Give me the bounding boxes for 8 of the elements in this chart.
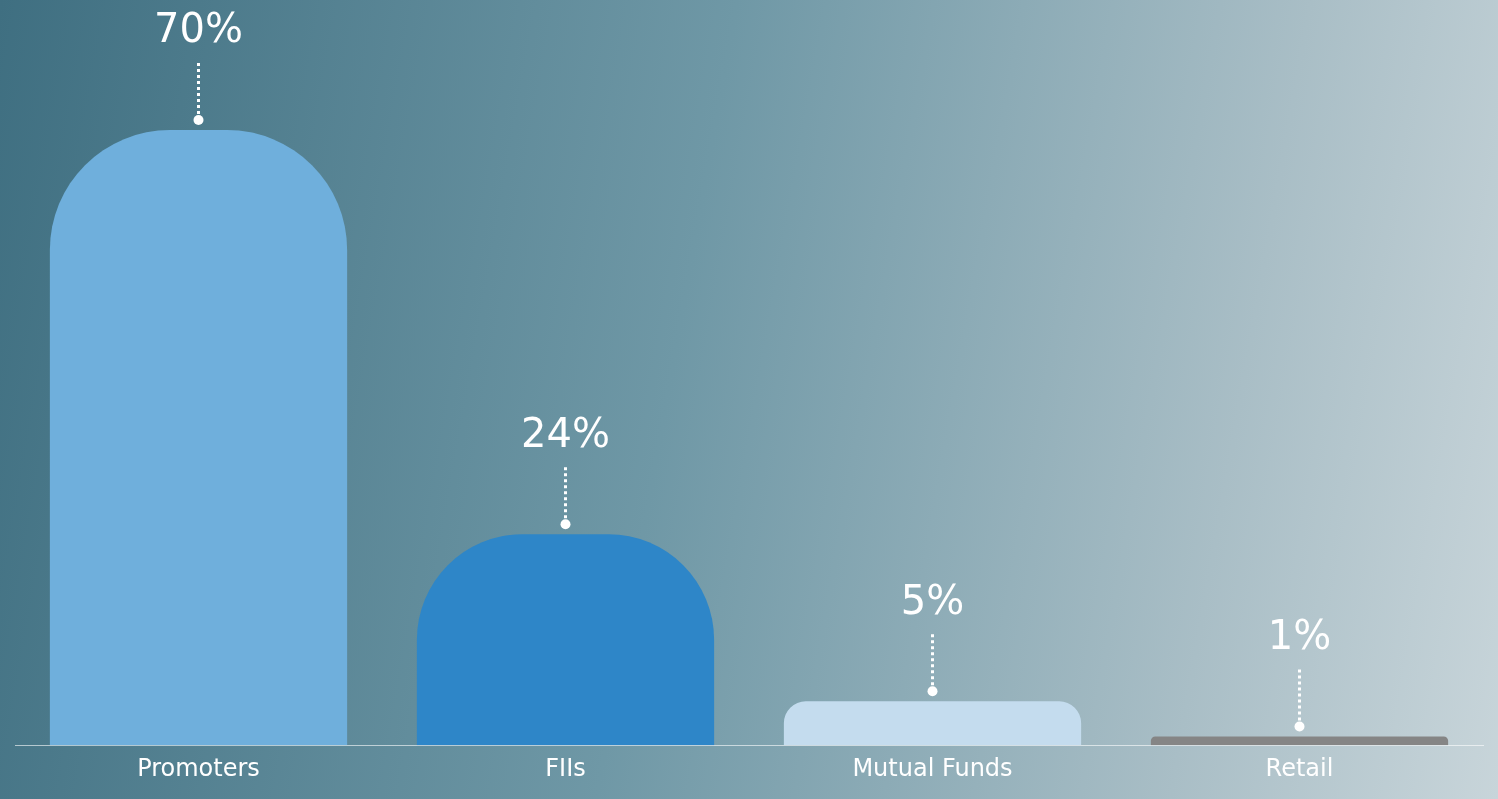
data-label: 24% [521,409,610,456]
x-tick-label: Retail [1265,753,1334,782]
data-label: 1% [1267,611,1332,658]
x-tick-label: Mutual Funds [852,753,1013,782]
x-tick-label: FIIs [545,753,586,782]
data-label: 5% [900,576,965,623]
x-tick-label: Promoters [137,753,260,782]
data-label: 70% [154,5,243,52]
